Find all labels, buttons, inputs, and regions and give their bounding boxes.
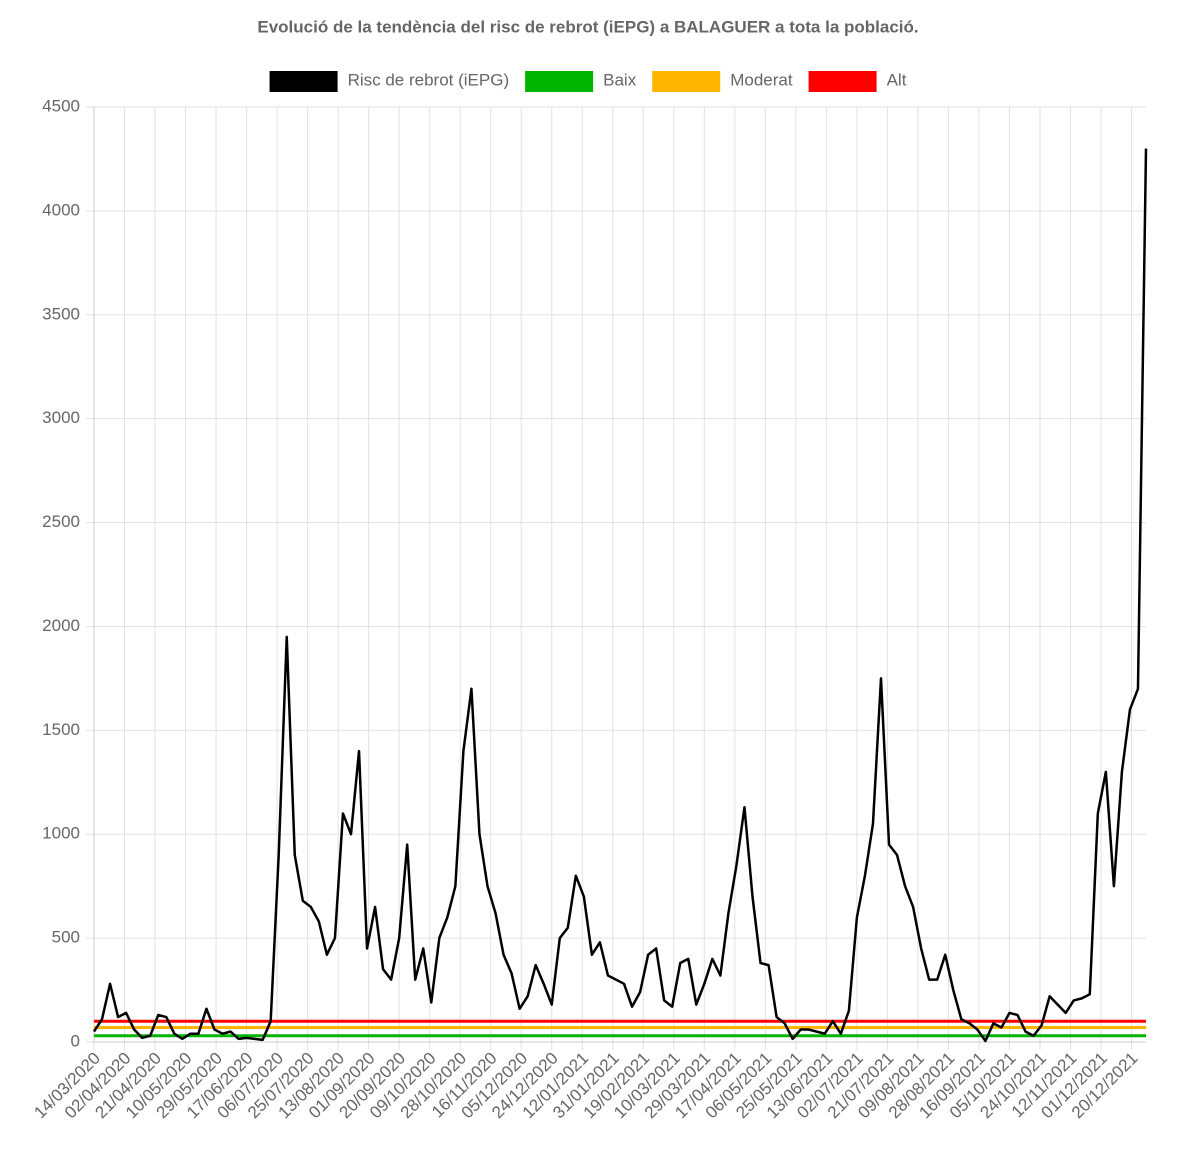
y-tick-label: 2500 (42, 512, 80, 531)
chart-title: Evolució de la tendència del risc de reb… (257, 17, 918, 36)
y-tick-label: 1500 (42, 720, 80, 739)
y-tick-label: 500 (52, 928, 80, 947)
legend-swatch (652, 71, 721, 92)
legend-swatch (808, 71, 877, 92)
legend: Risc de rebrot (iEPG) Baix Moderat Alt (269, 70, 907, 92)
legend-swatch (269, 71, 338, 92)
legend-swatch (525, 71, 594, 92)
y-tick-label: 3000 (42, 408, 80, 427)
y-tick-label: 4500 (42, 96, 80, 115)
legend-label: Moderat (730, 70, 793, 89)
legend-label: Alt (887, 70, 907, 89)
y-tick-label: 2000 (42, 616, 80, 635)
legend-label: Baix (603, 70, 637, 89)
y-tick-label: 0 (71, 1031, 80, 1050)
data-line (92, 148, 1148, 1043)
y-tick-label: 3500 (42, 304, 80, 323)
y-tick-label: 4000 (42, 200, 80, 219)
legend-label: Risc de rebrot (iEPG) (348, 70, 510, 89)
y-tick-label: 1000 (42, 824, 80, 843)
